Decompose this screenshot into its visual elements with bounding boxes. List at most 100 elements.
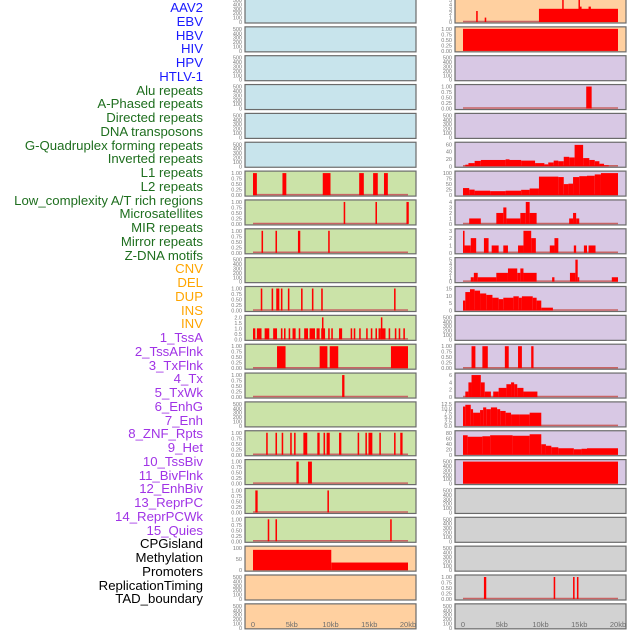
coverage-bar [493, 391, 499, 398]
x-tick-label: 10kb [322, 620, 338, 629]
track-label: 10_TssBiv [142, 453, 203, 469]
y-tick-label: 0.25 [231, 216, 242, 222]
y-tick-label: 0.0 [234, 337, 242, 343]
coverage-bar [400, 432, 403, 455]
y-tick-label: 400 [233, 262, 242, 268]
y-tick-label: 80 [446, 431, 452, 437]
panel-background [454, 112, 627, 140]
y-tick-label: 300 [233, 613, 242, 619]
coverage-bar [490, 191, 506, 196]
track-label: CPGisland [139, 536, 203, 552]
y-tick-label: 1.00 [231, 200, 242, 206]
y-tick-label: 200 [233, 127, 242, 133]
y-tick-label: 12.5 [441, 402, 452, 408]
coverage-bar [583, 158, 590, 167]
track-label: 12_EnhBiv [139, 481, 203, 497]
track-panel: 0 50 100 [233, 545, 417, 574]
coverage-bar [273, 328, 278, 340]
y-tick-label: 0.00 [231, 453, 242, 459]
y-tick-label: 200 [443, 329, 452, 335]
y-tick-label: 100 [233, 131, 242, 137]
y-tick-label: 200 [233, 40, 242, 46]
y-tick-label: 400 [233, 118, 242, 124]
y-tick-label: 200 [443, 502, 452, 508]
coverage-bar [579, 176, 587, 196]
coverage-bar [553, 577, 556, 599]
coverage-bar [378, 328, 381, 340]
y-tick-label: 1.00 [441, 344, 452, 350]
y-tick-label: 300 [233, 151, 242, 157]
x-tick-label: 5kb [496, 620, 508, 629]
y-tick-label: 0.75 [231, 465, 242, 471]
coverage-bar [573, 177, 580, 196]
coverage-bar [518, 245, 524, 253]
panel-background [454, 603, 627, 630]
y-tick-label: 1 [449, 243, 452, 249]
coverage-bar [523, 272, 537, 282]
coverage-bar [553, 160, 559, 167]
coverage-bar [507, 268, 518, 282]
coverage-bar [271, 288, 274, 311]
coverage-bar [328, 230, 330, 253]
coverage-bar [253, 549, 332, 571]
track-panel: 0.000.250.500.751.00 [441, 26, 627, 55]
coverage-bar [470, 277, 474, 282]
coverage-bar [541, 444, 546, 455]
y-tick-label: 50 [446, 182, 452, 188]
y-tick-label: 1 [449, 216, 452, 222]
coverage-bar [552, 277, 555, 282]
y-tick-label: 10 [446, 294, 452, 300]
y-tick-label: 100 [443, 506, 452, 512]
y-tick-label: 0 [449, 20, 452, 26]
y-tick-label: 300 [233, 584, 242, 590]
y-tick-label: 0.50 [231, 442, 242, 448]
y-tick-label: 2 [449, 211, 452, 217]
y-tick-label: 200 [443, 617, 452, 623]
track-label: 4_Tx [173, 371, 203, 387]
y-tick-label: 400 [443, 522, 452, 528]
y-tick-label: 40 [446, 150, 452, 156]
y-tick-label: 400 [233, 2, 242, 8]
coverage-bar [500, 410, 506, 426]
coverage-bar [353, 328, 356, 340]
x-tick-label: 0 [461, 620, 465, 629]
coverage-bar [514, 384, 518, 398]
coverage-bar [594, 174, 601, 196]
track-label: ReplicationTiming [98, 577, 203, 593]
panel-background [244, 83, 417, 111]
y-tick-label: 0.25 [231, 534, 242, 540]
track-label: DUP [175, 288, 203, 304]
coverage-bar [589, 159, 595, 167]
y-tick-label: 0.75 [441, 350, 452, 356]
y-tick-label: 100 [233, 44, 242, 50]
y-tick-label: 3 [449, 205, 452, 211]
y-tick-label: 400 [443, 60, 452, 66]
coverage-bar [578, 0, 580, 22]
coverage-bar [308, 461, 312, 484]
y-tick-label: 1.00 [231, 460, 242, 466]
coverage-bar [586, 86, 592, 109]
coverage-bar [503, 245, 508, 253]
coverage-bar [253, 173, 257, 196]
y-tick-label: 2 [449, 236, 452, 242]
panel-background [454, 545, 627, 572]
coverage-bar [474, 160, 481, 167]
coverage-bar [569, 272, 576, 282]
y-tick-label: 3 [449, 7, 452, 13]
coverage-bar [577, 277, 580, 282]
track-panel: 0.000.250.500.751.00 [231, 516, 417, 545]
y-tick-label: 500 [443, 517, 452, 523]
y-tick-label: 0 [239, 424, 242, 430]
y-tick-label: 0 [239, 107, 242, 113]
coverage-bar [394, 432, 396, 455]
coverage-bar [506, 218, 521, 224]
y-tick-label: 0 [449, 222, 452, 228]
